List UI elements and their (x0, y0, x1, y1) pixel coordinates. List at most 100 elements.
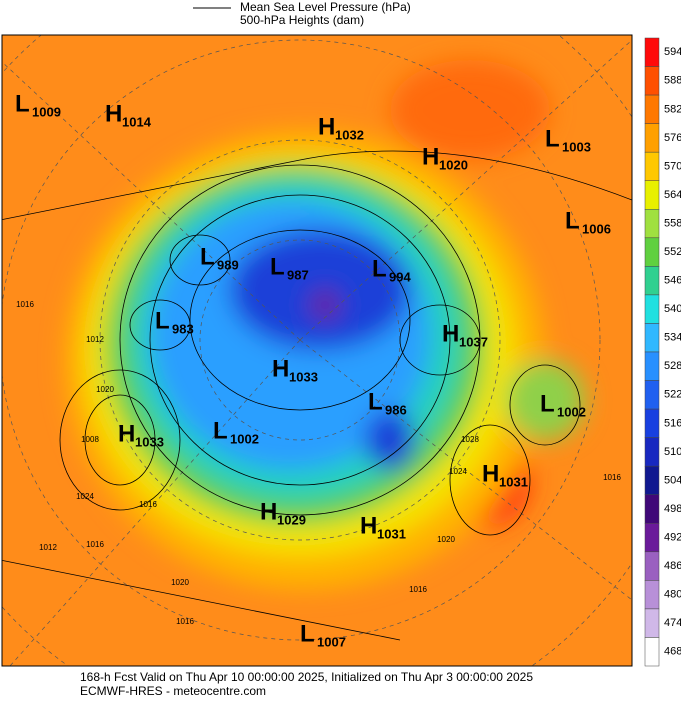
center-kind: L (545, 125, 560, 152)
isobar-label: 1024 (449, 467, 467, 476)
center-value: 987 (287, 267, 309, 282)
colorbar-box (644, 209, 660, 239)
map-frame (1, 34, 633, 667)
center-kind: L (270, 253, 285, 280)
center-kind: L (300, 620, 315, 647)
center-kind: H (118, 420, 135, 447)
colorbar-box (644, 580, 660, 610)
center-kind: H (360, 512, 377, 539)
colorbar-box (644, 237, 660, 267)
colorbar-box (644, 294, 660, 324)
isobar-label: 1020 (437, 535, 455, 544)
isobar-label: 1016 (603, 473, 621, 482)
center-value: 1007 (317, 634, 346, 649)
center-kind: H (105, 100, 122, 127)
colorbar-label: 486 (664, 560, 681, 572)
colorbar-label: 534 (664, 332, 681, 344)
colorbar-box (644, 66, 660, 96)
colorbar-label: 546 (664, 275, 681, 287)
center-value: 986 (385, 402, 407, 417)
colorbar-box (644, 266, 660, 296)
center-kind: H (272, 355, 289, 382)
colorbar: 594 588 582 576 570 564 558 552 546 540 534 528 522 5… (644, 37, 681, 667)
colorbar-label: 492 (664, 531, 681, 543)
colorbar-box (644, 94, 660, 124)
center-kind: H (482, 460, 499, 487)
colorbar-box (644, 380, 660, 410)
center-value: 1033 (289, 369, 318, 384)
colorbar-label: 480 (664, 589, 681, 601)
colorbar-label: 516 (664, 417, 681, 429)
center-kind: L (540, 390, 555, 417)
isobar-label: 1012 (39, 543, 57, 552)
colorbar-label: 552 (664, 246, 681, 258)
colorbar-box (644, 408, 660, 438)
colorbar-label: 522 (664, 389, 681, 401)
center-kind: L (368, 388, 383, 415)
colorbar-box (644, 637, 660, 667)
colorbar-box (644, 37, 660, 67)
colorbar-box (644, 123, 660, 153)
colorbar-box (644, 180, 660, 210)
center-value: 1006 (582, 221, 611, 236)
center-value: 983 (172, 321, 194, 336)
colorbar-box (644, 551, 660, 581)
legend-text: 500-hPa Heights (dam) (240, 13, 364, 27)
center-value: 1033 (135, 434, 164, 449)
colorbar-box (644, 494, 660, 524)
colorbar-label: 564 (664, 189, 681, 201)
center-value: 1020 (439, 157, 468, 172)
colorbar-label: 570 (664, 160, 681, 172)
colorbar-label: 558 (664, 217, 681, 229)
center-value: 1031 (377, 526, 406, 541)
footer-text: 168-h Fcst Valid on Thu Apr 10 00:00:00 … (80, 670, 533, 684)
legend-text: Mean Sea Level Pressure (hPa) (240, 0, 411, 14)
isobar-label: 1028 (461, 435, 479, 444)
center-value: 1003 (562, 139, 591, 154)
isobar-label: 1016 (176, 617, 194, 626)
colorbar-box (644, 608, 660, 638)
center-kind: H (260, 498, 277, 525)
isobar-label: 1016 (16, 300, 34, 309)
center-value: 1032 (335, 127, 364, 142)
isobar-label: 1020 (171, 578, 189, 587)
colorbar-label: 498 (664, 503, 681, 515)
center-kind: L (565, 207, 580, 234)
colorbar-box (644, 465, 660, 495)
center-kind: L (15, 90, 30, 117)
center-kind: L (213, 417, 228, 444)
isobar-label: 1012 (86, 335, 104, 344)
colorbar-box (644, 323, 660, 353)
center-value: 1002 (230, 431, 259, 446)
colorbar-label: 588 (664, 75, 681, 87)
center-kind: L (372, 255, 387, 282)
isobar-labels: 1016 1012 1020 1008 1024 1016 1012 1016 1020 1016… (16, 300, 621, 626)
center-value: 994 (389, 269, 411, 284)
colorbar-label: 510 (664, 446, 681, 458)
colorbar-box (644, 523, 660, 553)
colorbar-label: 468 (664, 646, 681, 658)
center-value: 989 (217, 257, 239, 272)
colorbar-label: 504 (664, 474, 681, 486)
isobar-label: 1016 (86, 540, 104, 549)
colorbar-label: 540 (664, 303, 681, 315)
colorbar-box (644, 437, 660, 467)
center-value: 1009 (32, 104, 61, 119)
center-value: 1029 (277, 512, 306, 527)
center-value: 1002 (557, 404, 586, 419)
colorbar-label: 594 (664, 46, 681, 58)
isobar-label: 1016 (409, 585, 427, 594)
isobar-label: 1020 (96, 385, 114, 394)
colorbar-label: 582 (664, 103, 681, 115)
center-value: 1014 (122, 114, 152, 129)
colorbar-box (644, 351, 660, 381)
center-value: 1037 (459, 334, 488, 349)
isobar-label: 1016 (139, 500, 157, 509)
colorbar-label: 474 (664, 617, 681, 629)
colorbar-label: 576 (664, 132, 681, 144)
center-kind: L (155, 307, 170, 334)
center-kind: H (442, 320, 459, 347)
